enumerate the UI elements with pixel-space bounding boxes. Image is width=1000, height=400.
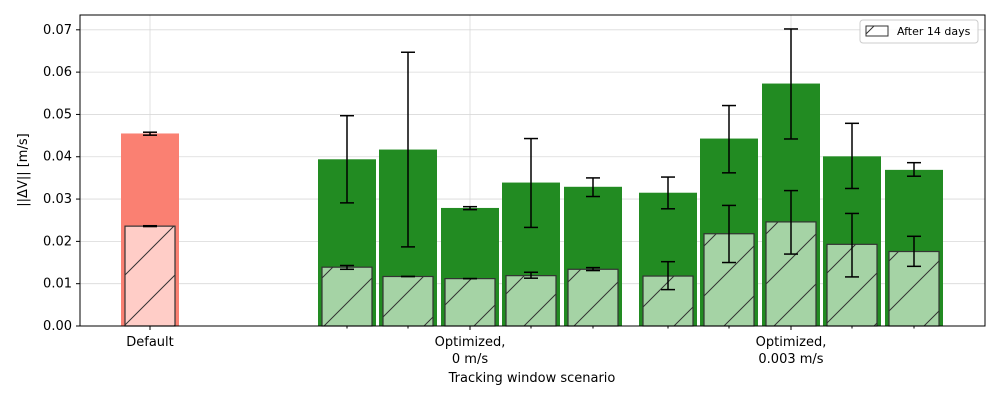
plot-frame [79, 14, 986, 327]
y-tick-label: 0.05 [43, 107, 72, 122]
y-axis: 0.00 0.01 0.02 0.03 0.04 0.05 0.06 0.07 [43, 23, 80, 334]
y-tick-label: 0.02 [43, 234, 72, 249]
legend-label: After 14 days [897, 25, 971, 38]
x-tick-label-line: 0.003 m/s [758, 352, 823, 367]
x-tick-label-line: 0 m/s [452, 352, 488, 367]
x-tick-label: Optimized, 0.003 m/s [756, 335, 827, 367]
after-bar-hatch [321, 266, 373, 327]
bars [121, 83, 943, 327]
legend-hatch-swatch [865, 25, 889, 37]
x-tick-label-line: Optimized, [435, 335, 506, 350]
x-axis: Default Optimized, 0 m/s Optimized, 0.003 m/… [126, 326, 915, 367]
after-bar-hatch [124, 225, 176, 327]
y-tick-label: 0.03 [43, 192, 72, 207]
x-tick-label-line: Optimized, [756, 335, 827, 350]
x-tick-label: Default [126, 335, 174, 350]
x-tick-label: Optimized, 0 m/s [435, 335, 506, 367]
after-bar-hatch [505, 275, 557, 327]
error-bars [143, 28, 921, 291]
x-tick-label-line: Default [126, 335, 174, 350]
legend-box [859, 19, 979, 44]
after-bar-hatch [444, 278, 496, 327]
y-tick-label: 0.01 [43, 277, 72, 292]
after-bar-hatch [567, 268, 619, 327]
after-bar-hatch [382, 275, 434, 327]
legend: After 14 days [859, 19, 979, 44]
y-axis-label: ||ΔV|| [m/s] [16, 133, 31, 206]
x-axis-label: Tracking window scenario [448, 371, 616, 386]
y-tick-label: 0.06 [43, 65, 72, 80]
y-tick-label: 0.00 [43, 319, 72, 334]
y-tick-label: 0.07 [43, 23, 72, 38]
y-tick-label: 0.04 [43, 150, 72, 165]
